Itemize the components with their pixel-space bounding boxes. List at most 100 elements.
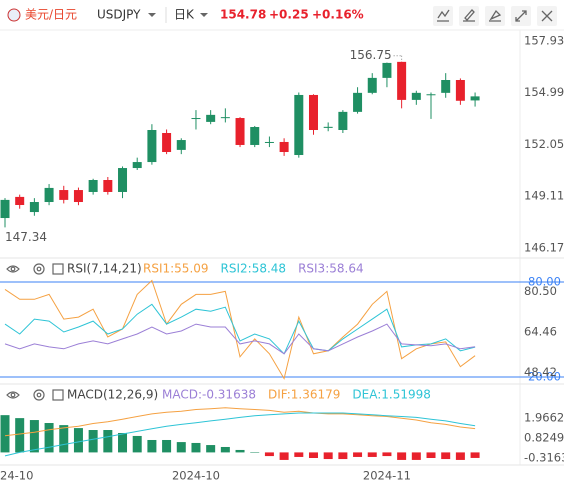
rsi-line [4, 323, 476, 355]
candle-body [191, 118, 201, 120]
last-price: 154.78 [220, 8, 266, 22]
candle-body [250, 127, 260, 145]
macd-bar [338, 452, 348, 460]
indicator-title: RSI(7,14,21) [67, 262, 142, 276]
dropdown-icon[interactable] [200, 13, 208, 17]
tool-icon [541, 10, 553, 22]
rsi-line [4, 303, 476, 355]
dropdown-icon[interactable] [148, 13, 156, 17]
period[interactable]: 日K [174, 8, 195, 22]
legend-entry: DEA:1.51998 [352, 388, 431, 402]
candle-body [29, 202, 39, 213]
candle-body [147, 130, 157, 163]
candle-body [367, 77, 377, 93]
candle-body [308, 94, 318, 131]
gear-icon[interactable] [33, 263, 45, 275]
macd-bar [279, 452, 289, 460]
candle-body [470, 96, 480, 101]
y-tick-label: 146.17 [524, 240, 564, 254]
y-tick-label: 152.05 [524, 137, 564, 151]
eye-icon [10, 266, 16, 272]
candle-body [382, 62, 392, 78]
macd-bar [353, 452, 363, 457]
y-tick-label: 157.93 [524, 33, 564, 47]
candle-body [235, 118, 245, 145]
candle-body [73, 190, 83, 203]
box-icon[interactable] [52, 389, 64, 401]
macd-bar [441, 452, 451, 460]
candle-body [118, 168, 128, 192]
tool-icon [437, 9, 450, 22]
reference-label: 20.00 [528, 370, 561, 384]
y-tick-label: 154.99 [524, 85, 564, 99]
macd-line [4, 407, 476, 437]
y-tick-label: 48.42 [524, 365, 557, 379]
candle-body [59, 190, 69, 200]
candle-body [220, 117, 230, 119]
legend-entry: RSI1:55.09 [143, 262, 209, 276]
legend-entry: RSI2:58.48 [221, 262, 287, 276]
macd-bar [308, 452, 318, 459]
tool-icon [463, 9, 475, 22]
gear-icon[interactable] [33, 389, 45, 401]
gear-icon [36, 392, 42, 398]
candle-body [162, 132, 172, 153]
macd-bar [455, 452, 465, 460]
candle-body [294, 94, 304, 156]
y-tick-label: 1.96621 [524, 411, 564, 425]
x-tick-label: 24-10 [0, 469, 33, 483]
macd-bar [323, 452, 333, 460]
legend-entry: DIF:1.36179 [268, 388, 340, 402]
eye-icon[interactable] [6, 265, 20, 273]
indicator-title: MACD(12,26,9) [67, 388, 158, 402]
macd-bar [411, 452, 421, 460]
macd-line [4, 412, 476, 457]
box-icon[interactable] [52, 263, 64, 275]
candle-body [338, 111, 348, 131]
macd-bar [382, 452, 392, 457]
macd-bar [294, 452, 304, 457]
tool-button[interactable] [459, 6, 479, 26]
legend-entry: MACD:-0.31638 [162, 388, 256, 402]
symbol[interactable]: USDJPY [97, 8, 141, 22]
x-tick-label: 2024-11 [363, 469, 411, 483]
eye-icon[interactable] [6, 391, 20, 399]
macd-bar [29, 420, 39, 453]
candle-body [206, 114, 216, 122]
candle-body [411, 92, 421, 100]
macd-bar [397, 452, 407, 460]
macd-bar [73, 428, 83, 453]
candle-body [455, 80, 465, 101]
candle-body [103, 180, 113, 192]
tool-icon [515, 10, 527, 22]
legend-entry: RSI3:58.64 [298, 262, 364, 276]
macd-bar [59, 425, 69, 453]
macd-bar [15, 418, 25, 453]
candle-body [441, 80, 451, 93]
flag-icon [7, 8, 21, 22]
candle-body [426, 94, 436, 96]
macd-bar [264, 452, 274, 457]
candle-body [264, 141, 274, 143]
macd-bar [132, 435, 142, 453]
tool-button[interactable] [433, 6, 453, 26]
macd-bar [147, 439, 157, 453]
candle-body [15, 196, 25, 206]
macd-bar [118, 432, 128, 453]
rsi-line [4, 279, 476, 380]
tool-icon [489, 9, 502, 22]
y-tick-label: 64.46 [524, 325, 557, 339]
macd-bar [235, 449, 245, 453]
change: +0.25 [269, 8, 309, 22]
pair-name[interactable]: 美元/日元 [25, 8, 77, 22]
y-tick-label: 149.11 [524, 189, 564, 203]
macd-bar [470, 452, 480, 458]
tool-button[interactable] [485, 6, 505, 26]
macd-bar [0, 415, 10, 453]
candle-body [0, 199, 10, 219]
macd-bar [250, 452, 260, 453]
gear-icon [36, 266, 42, 272]
macd-bar [44, 423, 54, 453]
y-tick-label: -0.31638 [524, 450, 564, 464]
